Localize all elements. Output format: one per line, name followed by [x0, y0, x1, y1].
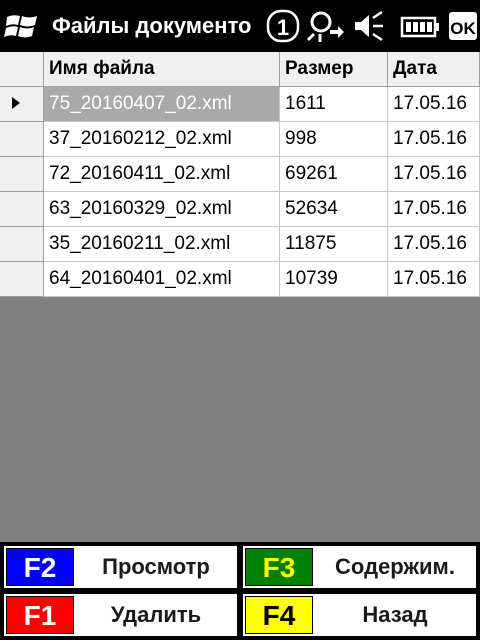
- battery-icon[interactable]: [400, 8, 440, 44]
- network-sync-icon[interactable]: [306, 8, 346, 44]
- table-row[interactable]: 37_20160212_02.xml 998 17.05.16: [0, 122, 480, 157]
- file-size-cell[interactable]: 69261: [280, 157, 388, 192]
- table-row[interactable]: 35_20160211_02.xml 11875 17.05.16: [0, 227, 480, 262]
- title-bar: Файлы документо 1 OK: [0, 0, 480, 52]
- file-size-cell[interactable]: 52634: [280, 192, 388, 227]
- file-date-cell[interactable]: 17.05.16: [388, 122, 480, 157]
- back-button[interactable]: F4 Назад: [241, 592, 478, 638]
- row-selector-cell[interactable]: [0, 157, 44, 192]
- input-mode-badge-icon[interactable]: 1: [266, 8, 300, 44]
- column-header-name[interactable]: Имя файла: [44, 52, 280, 87]
- row-selector-cell[interactable]: [0, 262, 44, 297]
- contents-button-label: Содержим.: [335, 554, 455, 579]
- contents-button[interactable]: F3 Содержим.: [241, 544, 478, 590]
- row-selector-cell[interactable]: [0, 122, 44, 157]
- row-selector-cell[interactable]: [0, 192, 44, 227]
- file-name-cell[interactable]: 63_20160329_02.xml: [44, 192, 280, 227]
- ok-button[interactable]: OK: [448, 8, 478, 44]
- input-mode-badge-label: 1: [277, 15, 289, 40]
- f3-key-badge: F3: [245, 548, 313, 586]
- file-size-cell[interactable]: 998: [280, 122, 388, 157]
- file-date-cell[interactable]: 17.05.16: [388, 157, 480, 192]
- file-name-cell[interactable]: 37_20160212_02.xml: [44, 122, 280, 157]
- f1-key-badge: F1: [6, 596, 74, 634]
- header-corner-cell: [0, 52, 44, 87]
- app-title: Файлы документо: [52, 13, 252, 38]
- table-row[interactable]: 72_20160411_02.xml 69261 17.05.16: [0, 157, 480, 192]
- volume-muted-icon[interactable]: [352, 8, 386, 44]
- file-date-cell[interactable]: 17.05.16: [388, 262, 480, 297]
- grid-header-row: Имя файла Размер Дата: [0, 52, 480, 87]
- file-date-cell[interactable]: 17.05.16: [388, 227, 480, 262]
- file-name-cell[interactable]: 64_20160401_02.xml: [44, 262, 280, 297]
- file-size-cell[interactable]: 11875: [280, 227, 388, 262]
- files-grid[interactable]: Имя файла Размер Дата 75_20160407_02.xml…: [0, 52, 480, 542]
- file-date-cell[interactable]: 17.05.16: [388, 87, 480, 122]
- function-keys-panel: F2 Просмотр F3 Содержим. F1 Удалить F4 Н…: [0, 542, 480, 640]
- current-row-arrow-icon: [12, 97, 20, 109]
- f2-key-badge: F2: [6, 548, 74, 586]
- table-row[interactable]: 64_20160401_02.xml 10739 17.05.16: [0, 262, 480, 297]
- column-header-date[interactable]: Дата: [388, 52, 480, 87]
- f4-key-badge: F4: [245, 596, 313, 634]
- column-header-size[interactable]: Размер: [280, 52, 388, 87]
- delete-button-label: Удалить: [110, 602, 202, 627]
- view-button[interactable]: F2 Просмотр: [2, 544, 239, 590]
- delete-button[interactable]: F1 Удалить: [2, 592, 239, 638]
- file-name-cell[interactable]: 35_20160211_02.xml: [44, 227, 280, 262]
- file-name-cell[interactable]: 75_20160407_02.xml: [44, 87, 280, 122]
- file-name-cell[interactable]: 72_20160411_02.xml: [44, 157, 280, 192]
- back-button-label: Назад: [362, 602, 428, 627]
- view-button-label: Просмотр: [102, 554, 210, 579]
- table-row[interactable]: 75_20160407_02.xml 1611 17.05.16: [0, 87, 480, 122]
- file-size-cell[interactable]: 10739: [280, 262, 388, 297]
- file-date-cell[interactable]: 17.05.16: [388, 192, 480, 227]
- file-size-cell[interactable]: 1611: [280, 87, 388, 122]
- row-selector-cell[interactable]: [0, 87, 44, 122]
- windows-start-icon[interactable]: [4, 8, 40, 44]
- row-selector-cell[interactable]: [0, 227, 44, 262]
- table-row[interactable]: 63_20160329_02.xml 52634 17.05.16: [0, 192, 480, 227]
- ok-button-label: OK: [450, 19, 476, 38]
